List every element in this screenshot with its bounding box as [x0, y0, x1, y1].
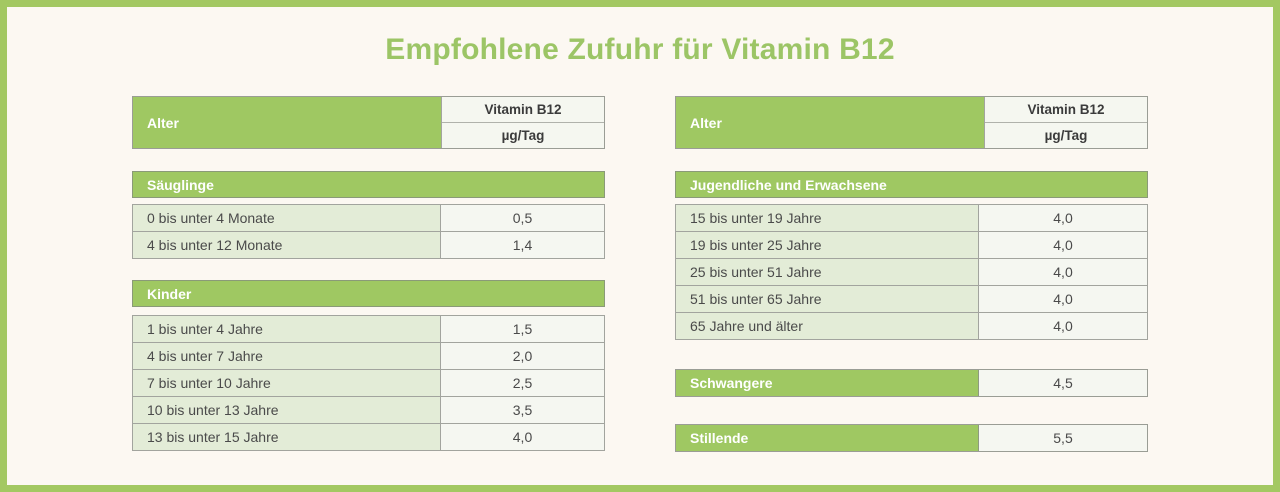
right-header-unit: µg/Tag — [985, 122, 1147, 148]
group-header-jugendliche-erwachsene: Jugendliche und Erwachsene — [675, 171, 1148, 198]
special-value: 5,5 — [979, 425, 1147, 451]
left-header-unit: µg/Tag — [442, 122, 604, 148]
group-table-kinder: 1 bis unter 4 Jahre 1,5 4 bis unter 7 Ja… — [132, 315, 605, 451]
age-cell: 4 bis unter 7 Jahre — [133, 343, 441, 369]
age-cell: 51 bis unter 65 Jahre — [676, 286, 979, 312]
age-cell: 4 bis unter 12 Monate — [133, 232, 441, 258]
right-header-age-label: Alter — [676, 97, 984, 148]
age-cell: 25 bis unter 51 Jahre — [676, 259, 979, 285]
right-header-unit-cell: Vitamin B12 µg/Tag — [984, 97, 1147, 148]
age-cell: 0 bis unter 4 Monate — [133, 205, 441, 231]
left-header-nutrient: Vitamin B12 — [484, 102, 562, 117]
value-cell: 0,5 — [441, 205, 604, 231]
value-cell: 4,0 — [979, 205, 1147, 231]
group-header-kinder: Kinder — [132, 280, 605, 307]
table-row: 4 bis unter 12 Monate 1,4 — [133, 232, 604, 259]
table-row: 7 bis unter 10 Jahre 2,5 — [133, 370, 604, 397]
value-cell: 4,0 — [979, 313, 1147, 339]
table-row: 51 bis unter 65 Jahre 4,0 — [676, 286, 1147, 313]
value-cell: 4,0 — [441, 424, 604, 450]
age-cell: 15 bis unter 19 Jahre — [676, 205, 979, 231]
special-label: Schwangere — [676, 370, 979, 396]
value-cell: 4,0 — [979, 232, 1147, 258]
age-cell: 19 bis unter 25 Jahre — [676, 232, 979, 258]
table-row: 13 bis unter 15 Jahre 4,0 — [133, 424, 604, 451]
left-header-age-label: Alter — [133, 97, 441, 148]
right-header-table: Alter Vitamin B12 µg/Tag — [675, 96, 1148, 149]
left-header-unit-cell: Vitamin B12 µg/Tag — [441, 97, 604, 148]
value-cell: 4,0 — [979, 259, 1147, 285]
table-row: 19 bis unter 25 Jahre 4,0 — [676, 232, 1147, 259]
value-cell: 1,4 — [441, 232, 604, 258]
special-label: Stillende — [676, 425, 979, 451]
row-schwangere: Schwangere 4,5 — [675, 369, 1148, 397]
group-header-saeuglinge: Säuglinge — [132, 171, 605, 198]
age-cell: 10 bis unter 13 Jahre — [133, 397, 441, 423]
value-cell: 1,5 — [441, 316, 604, 342]
row-stillende: Stillende 5,5 — [675, 424, 1148, 452]
age-cell: 13 bis unter 15 Jahre — [133, 424, 441, 450]
value-cell: 3,5 — [441, 397, 604, 423]
table-row: 15 bis unter 19 Jahre 4,0 — [676, 205, 1147, 232]
table-row: 4 bis unter 7 Jahre 2,0 — [133, 343, 604, 370]
group-table-saeuglinge: 0 bis unter 4 Monate 0,5 4 bis unter 12 … — [132, 204, 605, 259]
left-header-table: Alter Vitamin B12 µg/Tag — [132, 96, 605, 149]
table-row: 25 bis unter 51 Jahre 4,0 — [676, 259, 1147, 286]
special-value: 4,5 — [979, 370, 1147, 396]
table-row: 65 Jahre und älter 4,0 — [676, 313, 1147, 340]
table-row: 1 bis unter 4 Jahre 1,5 — [133, 316, 604, 343]
age-cell: 1 bis unter 4 Jahre — [133, 316, 441, 342]
value-cell: 2,5 — [441, 370, 604, 396]
table-row: 0 bis unter 4 Monate 0,5 — [133, 205, 604, 232]
value-cell: 2,0 — [441, 343, 604, 369]
page-title: Empfohlene Zufuhr für Vitamin B12 — [385, 33, 895, 66]
value-cell: 4,0 — [979, 286, 1147, 312]
age-cell: 65 Jahre und älter — [676, 313, 979, 339]
age-cell: 7 bis unter 10 Jahre — [133, 370, 441, 396]
right-header-nutrient: Vitamin B12 — [1027, 102, 1105, 117]
group-table-jugendliche-erwachsene: 15 bis unter 19 Jahre 4,0 19 bis unter 2… — [675, 204, 1148, 340]
table-row: 10 bis unter 13 Jahre 3,5 — [133, 397, 604, 424]
